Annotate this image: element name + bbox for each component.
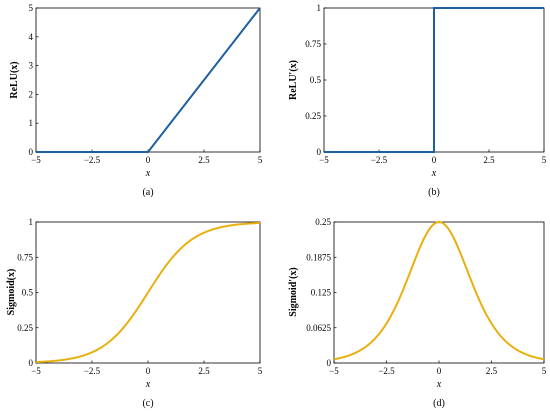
y-tick-label: 0.25 [315,217,331,227]
panel-caption: (a) [142,187,153,198]
panel-caption: (c) [142,398,153,409]
x-tick-label: 2.5 [198,155,210,165]
y-axis-label: Sigmoid(x) [6,269,17,316]
x-tick-label: 0 [146,366,151,376]
x-axis-label: x [436,379,442,390]
x-tick-label: 0 [146,155,151,165]
panel-a: −5 −2.5 0 2.5 5 0 1 2 3 4 5 x ReLU(x) (a) [9,3,263,198]
x-tick-label: 5 [542,155,547,165]
y-tick-label: 0.25 [17,323,33,333]
x-tick-labels: −5 −2.5 0 2.5 5 [329,360,547,376]
y-tick-label: 0 [317,147,322,157]
x-tick-label: 2.5 [486,366,498,376]
y-tick-labels: 0 0.25 0.5 0.75 1 [17,217,39,368]
panel-b: −5 −2.5 0 2.5 5 0 0.25 0.5 0.75 1 x ReLU′(x) (b) [288,3,547,198]
series-line [324,7,544,153]
plot-frame [35,7,261,153]
y-tick-label: 0.5 [22,288,34,298]
panel-caption: (d) [433,398,445,409]
y-tick-label: 0.75 [17,252,33,262]
x-tick-labels: −5 −2.5 0 2.5 5 [31,360,263,376]
x-tick-label: 5 [258,366,263,376]
y-axis-label: ReLU(x) [9,61,20,98]
panel-caption: (b) [428,187,440,198]
x-tick-label: −2.5 [84,155,101,165]
y-tick-label: 1 [29,118,34,128]
y-tick-label: 0.1875 [306,252,331,262]
x-tick-labels: −5 −2.5 0 2.5 5 [31,149,263,165]
y-tick-label: 0 [29,358,34,368]
y-axis-label: ReLU′(x) [288,60,299,100]
panel-c: −5 −2.5 0 2.5 5 0 0.25 0.5 0.75 1 x Sigmoid(x) (… [6,217,263,409]
y-tick-label: 1 [317,3,322,13]
series-line [35,221,261,364]
plot-frame [333,221,545,364]
x-tick-label: −2.5 [378,366,395,376]
series-line [36,7,261,153]
x-tick-label: 5 [542,366,547,376]
y-tick-labels: 0 1 2 3 4 5 [29,3,39,157]
y-tick-label: 0.125 [311,288,332,298]
x-axis-label: x [145,379,151,390]
series-line [333,220,545,361]
y-tick-label: 4 [29,32,34,42]
x-tick-label: −5 [319,155,329,165]
y-tick-label: 0 [327,358,332,368]
x-tick-label: −5 [31,155,41,165]
x-tick-label: −5 [31,366,41,376]
y-tick-labels: 0 0.25 0.5 0.75 1 [305,3,327,157]
y-tick-label: 0.75 [305,39,321,49]
panel-d: −5 −2.5 0 2.5 5 0 0.0625 0.125 0.1875 0.25 x Sig… [288,217,547,409]
y-tick-label: 0.5 [310,75,322,85]
x-axis-label: x [145,168,151,179]
x-tick-label: 2.5 [198,366,210,376]
x-tick-label: −5 [329,366,339,376]
y-tick-label: 1 [29,217,34,227]
x-tick-label: 2.5 [483,155,495,165]
x-axis-label: x [431,168,437,179]
y-tick-labels: 0 0.0625 0.125 0.1875 0.25 [306,217,337,368]
x-tick-label: 0 [432,155,437,165]
y-tick-label: 0.25 [305,111,321,121]
y-axis-label: Sigmoid′(x) [288,267,299,316]
x-tick-label: 5 [258,155,263,165]
y-tick-label: 2 [29,89,34,99]
y-tick-label: 5 [29,3,34,13]
x-tick-label: 0 [437,366,442,376]
y-tick-label: 0.0625 [306,323,331,333]
y-tick-label: 3 [29,61,34,71]
y-tick-label: 0 [29,147,34,157]
x-tick-label: −2.5 [84,366,101,376]
x-tick-label: −2.5 [371,155,388,165]
